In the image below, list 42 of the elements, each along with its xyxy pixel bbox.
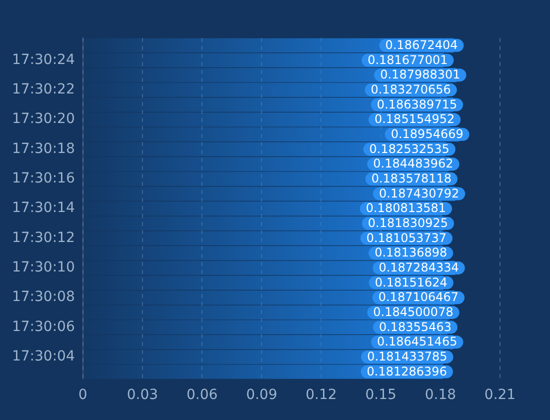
data-label: 0.187988301 — [380, 68, 460, 82]
x-tick-label: 0.03 — [126, 387, 158, 404]
data-label: 0.184483962 — [373, 156, 454, 171]
y-tick-label: 17:30:16 — [12, 170, 75, 187]
data-label: 0.180813581 — [366, 201, 446, 216]
x-tick-label: 0.12 — [306, 387, 337, 404]
x-tick-label: 0 — [78, 387, 88, 404]
y-tick-label: 17:30:24 — [12, 52, 75, 68]
data-label: 0.181053737 — [366, 230, 447, 245]
data-label: 0.18672404 — [385, 38, 458, 52]
y-tick-label: 17:30:10 — [12, 260, 75, 276]
y-tick-label: 17:30:08 — [12, 289, 75, 306]
data-label: 0.186451465 — [377, 334, 458, 349]
data-label: 0.181677001 — [368, 52, 448, 67]
x-tick-label: 0.21 — [484, 387, 516, 404]
y-tick-label: 17:30:04 — [12, 348, 75, 365]
data-label: 0.184500078 — [373, 305, 454, 320]
y-tick-label: 17:30:14 — [12, 200, 75, 216]
y-tick-label: 17:30:12 — [12, 230, 75, 246]
data-label: 0.187284334 — [378, 260, 459, 275]
x-tick-label: 0.09 — [246, 387, 278, 404]
x-tick-label: 0.06 — [186, 387, 218, 404]
data-label: 0.18954669 — [390, 127, 464, 142]
y-tick-label: 17:30:22 — [12, 82, 75, 98]
data-label: 0.18355463 — [378, 320, 452, 334]
data-label: 0.185154952 — [374, 112, 455, 126]
data-label: 0.187106467 — [378, 290, 459, 304]
data-label: 0.182532535 — [369, 142, 450, 156]
data-label: 0.181433785 — [367, 350, 448, 364]
data-label: 0.18136898 — [374, 246, 448, 260]
data-label: 0.187430792 — [379, 186, 460, 200]
data-label: 0.181286396 — [366, 364, 447, 378]
data-label: 0.186389715 — [376, 97, 458, 112]
data-label: 0.181830925 — [368, 216, 448, 230]
x-tick-label: 0.15 — [365, 387, 396, 404]
y-tick-label: 17:30:18 — [12, 140, 75, 157]
y-tick-label: 17:30:20 — [12, 111, 75, 128]
data-label: 0.183270656 — [370, 82, 451, 97]
data-label: 0.18151624 — [374, 275, 448, 290]
y-tick-label: 17:30:06 — [12, 318, 75, 335]
x-tick-label: 0.18 — [424, 387, 456, 404]
data-label: 0.183578118 — [371, 172, 452, 186]
